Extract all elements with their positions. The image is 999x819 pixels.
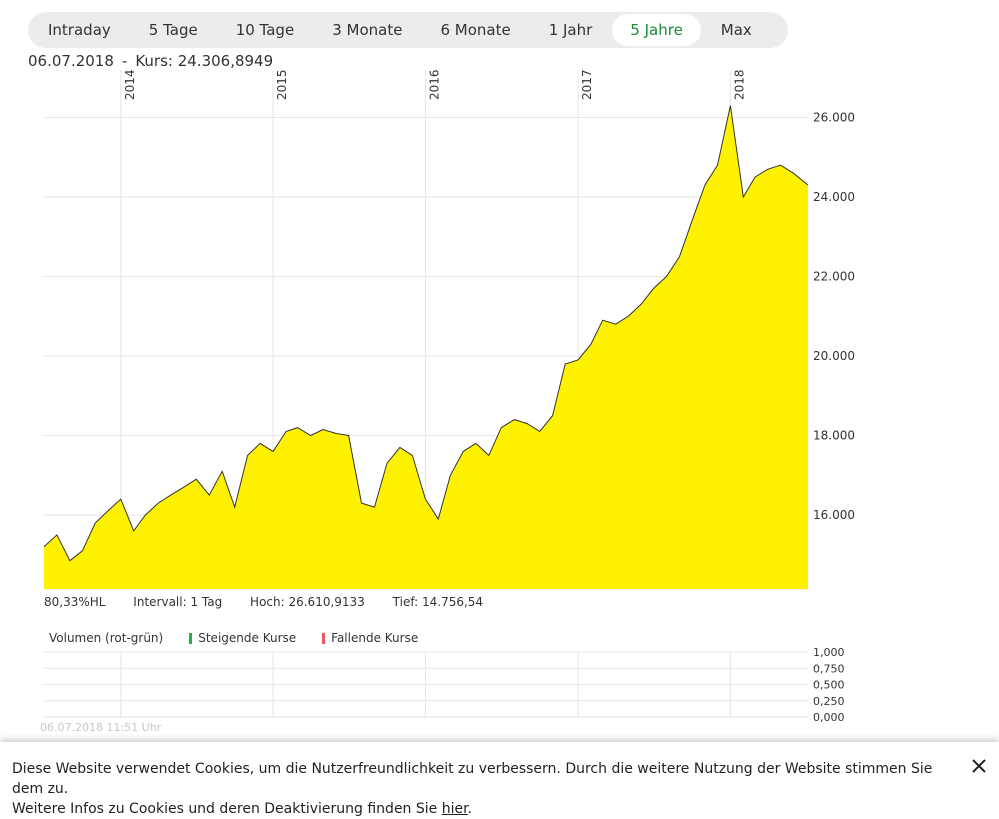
stat-high: Hoch: 26.610,9133	[250, 595, 365, 609]
falling-marker	[322, 632, 326, 644]
quote-date: 06.07.2018	[28, 52, 114, 70]
chart-stats: 80,33%HL Intervall: 1 Tag Hoch: 26.610,9…	[44, 595, 507, 609]
price-chart[interactable]: 16.000 18.000 20.000 22.000 24.000 26.000 201…	[0, 62, 999, 592]
y-tick-label: 16.000	[813, 508, 855, 522]
y-tick-label: 22.000	[813, 270, 855, 284]
rising-label: Steigende Kurse	[198, 631, 297, 645]
x-tick-label: 2017	[580, 69, 594, 100]
price-area	[44, 105, 808, 589]
cookie-message: Diese Website verwendet Cookies, um die …	[12, 759, 962, 819]
cookie-info-link[interactable]: hier	[441, 801, 468, 817]
cookie-banner: Diese Website verwendet Cookies, um die …	[0, 742, 999, 819]
x-tick-label: 2018	[732, 69, 746, 100]
cookie-text-suffix: .	[467, 801, 473, 817]
chart-timestamp: 06.07.2018 11:51 Uhr	[40, 721, 162, 734]
volume-y-tick-label: 0,000	[813, 711, 845, 724]
x-tick-label: 2016	[427, 69, 441, 100]
tab-3-monate[interactable]: 3 Monate	[332, 21, 403, 39]
volume-chart[interactable]: 0,000 0,250 0,500 0,750 1,000	[0, 645, 999, 725]
volume-legend: Volumen (rot-grün) Steigende Kurse Falle…	[49, 631, 418, 645]
volume-y-tick-label: 0,250	[813, 695, 845, 708]
cookie-text-line1: Diese Website verwendet Cookies, um die …	[12, 761, 933, 797]
volume-chart-grid	[44, 651, 808, 718]
quote-separator: -	[121, 52, 128, 70]
tab-6-monate[interactable]: 6 Monate	[440, 21, 511, 39]
quote-line: 06.07.2018- Kurs: 24.306,8949	[28, 52, 273, 70]
volume-y-axis: 0,000 0,250 0,500 0,750 1,000	[813, 646, 845, 724]
y-tick-label: 26.000	[813, 111, 855, 125]
tab-5-tage[interactable]: 5 Tage	[148, 21, 198, 39]
stat-low: Tief: 14.756,54	[392, 595, 484, 609]
volume-y-tick-label: 0,750	[813, 662, 845, 675]
quote-price: Kurs: 24.306,8949	[135, 52, 274, 70]
volume-y-tick-label: 1,000	[813, 646, 845, 659]
cookie-text-line2: Weitere Infos zu Cookies und deren Deakt…	[12, 801, 438, 817]
price-x-axis: 2014 2015 2016 2017 2018	[123, 69, 747, 100]
tab-intraday[interactable]: Intraday	[48, 21, 111, 39]
stat-interval: Intervall: 1 Tag	[133, 595, 223, 609]
close-button[interactable]	[967, 754, 991, 778]
y-tick-label: 20.000	[813, 349, 855, 363]
stat-hl: 80,33%HL	[44, 595, 106, 609]
x-tick-label: 2014	[123, 69, 137, 100]
x-tick-label: 2015	[275, 69, 289, 100]
tab-5-jahre[interactable]: 5 Jahre	[612, 14, 701, 46]
rising-marker	[189, 632, 193, 644]
volume-y-tick-label: 0,500	[813, 679, 845, 692]
price-y-axis: 16.000 18.000 20.000 22.000 24.000 26.000	[813, 111, 855, 523]
tab-max[interactable]: Max	[720, 21, 752, 39]
close-icon	[972, 759, 986, 773]
legend-rising: Steigende Kurse	[189, 631, 296, 645]
volume-title: Volumen (rot-grün)	[49, 631, 164, 645]
y-tick-label: 18.000	[813, 429, 855, 443]
tab-10-tage[interactable]: 10 Tage	[235, 21, 295, 39]
tab-1-jahr[interactable]: 1 Jahr	[548, 21, 593, 39]
falling-label: Fallende Kurse	[331, 631, 419, 645]
period-tabs: Intraday 5 Tage 10 Tage 3 Monate 6 Monat…	[28, 12, 788, 48]
y-tick-label: 24.000	[813, 190, 855, 204]
legend-falling: Fallende Kurse	[322, 631, 418, 645]
price-line	[43, 105, 809, 562]
